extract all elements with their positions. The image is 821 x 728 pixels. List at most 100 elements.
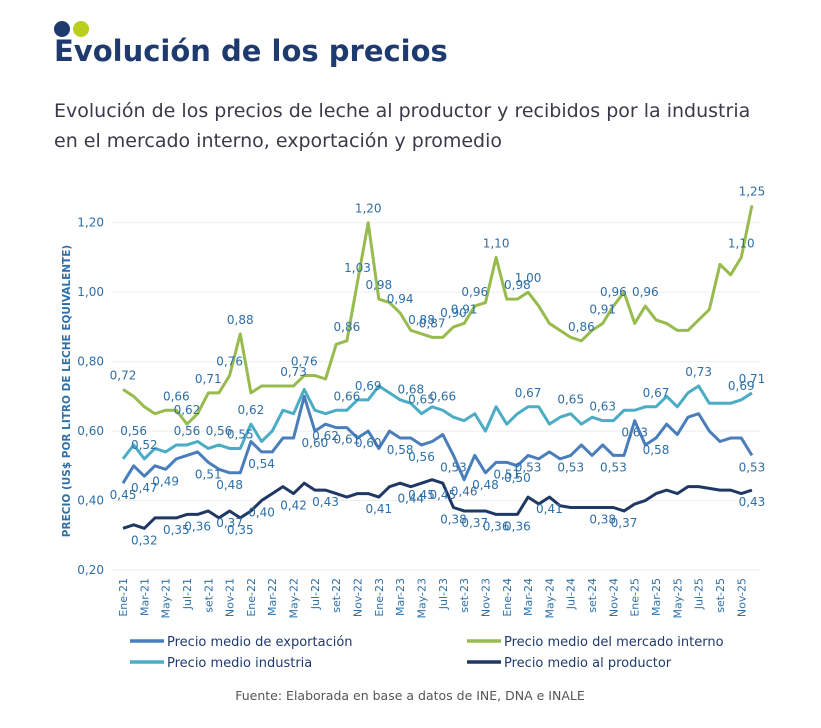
data-label: 0,40 (248, 506, 275, 520)
data-label: 0,88 (227, 313, 254, 327)
data-label: 0,66 (334, 389, 361, 403)
data-label: 0,47 (131, 481, 158, 495)
x-tick-label: Jul-21 (181, 578, 194, 610)
x-tick-label: Mar-21 (138, 578, 151, 616)
data-label: 0,56 (206, 424, 233, 438)
x-tick-label: Ene-23 (373, 578, 386, 617)
x-tick-label: Mar-22 (266, 578, 279, 616)
data-label: 0,96 (600, 285, 627, 299)
data-label: 0,58 (643, 443, 670, 457)
data-label: 0,53 (557, 460, 584, 474)
data-label: 0,91 (589, 302, 616, 316)
data-label: 0,71 (739, 372, 766, 386)
x-tick-label: May-23 (415, 578, 428, 619)
x-tick-label: Ene-22 (245, 578, 258, 617)
series-line (121, 384, 753, 461)
x-tick-label: Ene-21 (117, 578, 130, 617)
data-label: 0,43 (312, 495, 339, 509)
data-label: 0,73 (685, 365, 712, 379)
data-label: 0,94 (387, 292, 414, 306)
data-label: 0,36 (483, 519, 510, 533)
x-tick-label: Jul-24 (565, 578, 578, 610)
data-label: 0,50 (504, 471, 531, 485)
data-label: 0,51 (493, 467, 520, 481)
x-tick-label: Nov-21 (224, 578, 237, 617)
data-label: 0,55 (227, 427, 254, 441)
data-label: 0,45 (110, 488, 137, 502)
data-label: 0,43 (739, 495, 766, 509)
y-tick-label: 1,00 (77, 285, 104, 299)
data-label: 0,76 (216, 355, 243, 369)
data-label: 0,36 (184, 519, 211, 533)
series-line (122, 205, 754, 426)
x-tick-label: Nov-23 (479, 578, 492, 617)
x-tick-label: May-21 (160, 578, 173, 619)
data-label: 0,65 (557, 393, 584, 407)
data-label: 0,35 (163, 523, 190, 537)
x-tick-label: Ene-24 (501, 578, 514, 617)
data-label: 1,10 (728, 236, 755, 250)
data-label: 0,60 (302, 436, 329, 450)
data-label: 0,41 (365, 502, 392, 516)
y-tick-label: 0,80 (77, 355, 104, 369)
x-tick-label: May-24 (543, 578, 556, 619)
data-label: 0,42 (280, 499, 307, 513)
y-tick-label: 1,20 (77, 216, 104, 230)
legend-label: Precio medio del mercado interno (504, 635, 724, 650)
data-label: 0,67 (643, 386, 670, 400)
x-tick-label: set-23 (458, 578, 471, 613)
data-label: 0,53 (440, 460, 467, 474)
data-label: 0,76 (291, 355, 318, 369)
data-label: 0,66 (163, 389, 190, 403)
data-label: 0,53 (515, 460, 542, 474)
data-label: 0,62 (312, 429, 339, 443)
x-tick-label: May-25 (671, 578, 684, 619)
data-label: 0,68 (397, 382, 424, 396)
data-label: 0,37 (461, 516, 488, 530)
x-tick-label: Nov-24 (607, 578, 620, 617)
data-label: 0,86 (334, 320, 361, 334)
data-label: 0,48 (216, 478, 243, 492)
data-label: 1,25 (739, 184, 766, 198)
legend-label: Precio medio al productor (504, 656, 672, 671)
data-label: 1,00 (515, 271, 542, 285)
x-tick-label: set-25 (714, 578, 727, 613)
data-label: 0,63 (621, 426, 648, 440)
data-label: 0,48 (472, 478, 499, 492)
data-label: 0,32 (131, 533, 158, 547)
data-label: 0,67 (515, 386, 542, 400)
legend-label: Precio medio industria (167, 656, 312, 671)
x-tick-label: Nov-25 (735, 578, 748, 617)
data-label: 0,38 (589, 512, 616, 526)
data-label: 0,41 (536, 502, 563, 516)
data-label: 0,69 (728, 379, 755, 393)
data-label: 0,91 (451, 302, 478, 316)
data-label: 0,72 (110, 368, 137, 382)
data-label: 0,51 (195, 467, 222, 481)
data-label: 0,88 (408, 313, 435, 327)
y-tick-label: 0,60 (77, 424, 104, 438)
x-tick-label: set-21 (202, 578, 215, 613)
series-line (122, 478, 753, 530)
y-tick-label: 0,20 (77, 563, 104, 577)
data-label: 0,56 (174, 424, 201, 438)
data-label: 0,73 (280, 365, 307, 379)
data-label: 0,87 (419, 316, 446, 330)
x-tick-label: Mar-23 (394, 578, 407, 616)
data-label: 0,90 (440, 306, 467, 320)
data-label: 0,63 (589, 400, 616, 414)
x-tick-label: Ene-25 (629, 578, 642, 617)
data-label: 0,36 (504, 519, 531, 533)
y-axis-label: PRECIO (US$ POR LITRO DE LECHE EQUIVALEN… (61, 245, 73, 537)
title: Evolución de los precios (54, 34, 448, 68)
y-tick-label: 0,40 (77, 494, 104, 508)
x-tick-label: Nov-22 (352, 578, 365, 617)
data-label: 0,44 (397, 492, 424, 506)
data-label: 0,58 (387, 443, 414, 457)
data-label: 0,49 (152, 474, 179, 488)
data-label: 1,20 (355, 202, 382, 216)
x-tick-label: Mar-25 (650, 578, 663, 616)
x-tick-label: set-24 (586, 578, 599, 613)
data-label: 0,38 (440, 512, 467, 526)
data-label: 0,54 (248, 457, 275, 471)
